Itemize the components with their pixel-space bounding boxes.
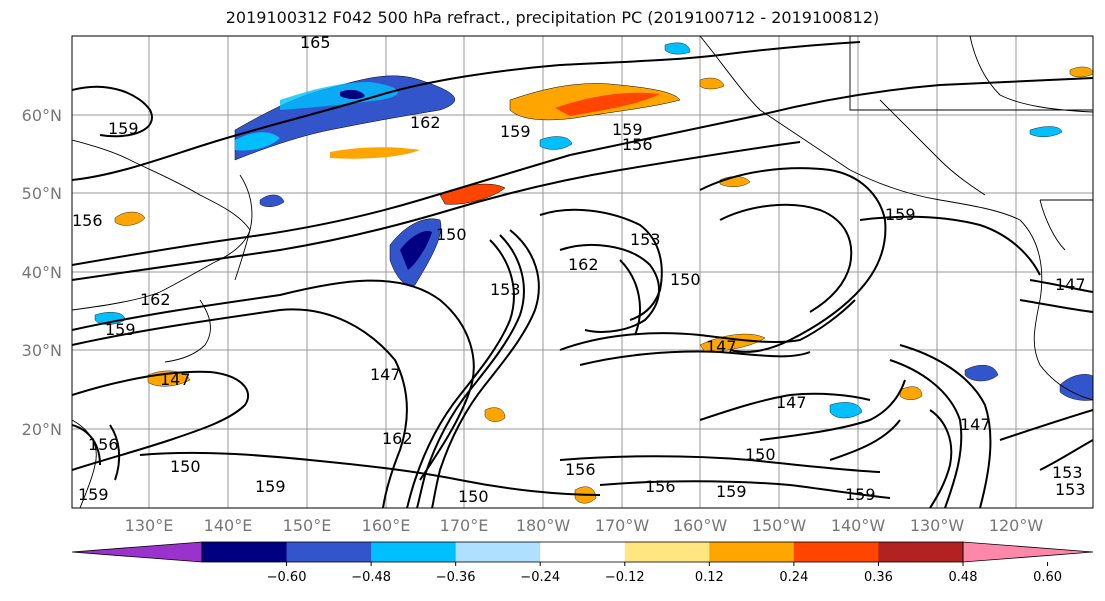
lon-tick-label: 120°W bbox=[989, 516, 1044, 535]
lon-tick-label: 140°E bbox=[204, 516, 253, 535]
contour-label: 159 bbox=[78, 485, 109, 504]
contour-label: 165 bbox=[300, 33, 331, 52]
contour-label: 153 bbox=[1052, 463, 1083, 482]
lat-tick-label: 60°N bbox=[22, 106, 62, 125]
contour-label: 147 bbox=[1055, 275, 1086, 294]
colorbar-tick-label: 0.48 bbox=[949, 570, 978, 585]
colorbar-segment bbox=[286, 542, 372, 562]
contour-label: 153 bbox=[630, 230, 661, 249]
lon-tick-label: 130°W bbox=[910, 516, 965, 535]
contour-label: 153 bbox=[490, 280, 521, 299]
colorbar-tick-label: −0.12 bbox=[605, 570, 645, 585]
contour-label: 162 bbox=[382, 429, 413, 448]
contour-label: 159 bbox=[716, 482, 747, 501]
colorbar: −0.60 −0.48 −0.36 −0.24 −0.12 0.12 0.24 0.36 0.4… bbox=[71, 541, 1094, 585]
colorbar-tick-label: 0.12 bbox=[695, 570, 724, 585]
colorbar-segment bbox=[624, 542, 710, 562]
contour-label: 147 bbox=[706, 337, 737, 356]
plot-frame bbox=[71, 35, 1094, 509]
contour-label: 156 bbox=[72, 211, 103, 230]
colorbar-outline bbox=[201, 541, 964, 563]
colorbar-tick-label: 0.36 bbox=[864, 570, 893, 585]
contour-label: 159 bbox=[845, 485, 876, 504]
contour-label: 162 bbox=[140, 290, 171, 309]
colorbar-extension-high bbox=[962, 541, 1094, 563]
contour-label: 159 bbox=[885, 205, 916, 224]
lat-tick-label: 20°N bbox=[22, 420, 62, 439]
lon-tick-label: 160°W bbox=[673, 516, 728, 535]
contour-label: 150 bbox=[436, 225, 467, 244]
refractivity-contours bbox=[72, 41, 1093, 508]
lat-tick-label: 40°N bbox=[22, 263, 62, 282]
colorbar-tick-label: 0.24 bbox=[779, 570, 808, 585]
longitude-labels: 130°E 140°E 150°E 160°E 170°E 180°W 170°… bbox=[125, 516, 1044, 535]
contour-labels: 165 162 159 162 159 159 156 159 156 150 … bbox=[72, 33, 1086, 506]
contour-label: 159 bbox=[255, 477, 286, 496]
contour-label: 162 bbox=[410, 113, 441, 132]
lon-tick-label: 160°E bbox=[362, 516, 411, 535]
colorbar-extension-low bbox=[71, 541, 203, 563]
colorbar-segment bbox=[709, 542, 795, 562]
lat-tick-label: 50°N bbox=[22, 184, 62, 203]
colorbar-segment bbox=[878, 542, 964, 562]
colorbar-tick-label: −0.48 bbox=[351, 570, 391, 585]
colorbar-segment bbox=[540, 542, 626, 562]
colorbar-tick-label: −0.60 bbox=[267, 570, 307, 585]
contour-label: 162 bbox=[568, 255, 599, 274]
lon-tick-label: 150°W bbox=[752, 516, 807, 535]
contour-label: 159 bbox=[612, 120, 643, 139]
contour-label: 159 bbox=[108, 119, 139, 138]
contour-label: 156 bbox=[565, 460, 596, 479]
contour-label: 147 bbox=[160, 370, 191, 389]
contour-label: 153 bbox=[1055, 480, 1086, 499]
colorbar-segment bbox=[793, 542, 879, 562]
precip-fill-patches bbox=[94, 42, 1093, 504]
contour-label: 156 bbox=[645, 477, 676, 496]
contour-label: 150 bbox=[745, 445, 776, 464]
contour-label: 147 bbox=[960, 415, 991, 434]
latitude-labels: 60°N 50°N 40°N 30°N 20°N bbox=[22, 106, 62, 439]
contour-label: 150 bbox=[670, 270, 701, 289]
contour-label: 147 bbox=[776, 393, 807, 412]
lon-tick-label: 140°W bbox=[831, 516, 886, 535]
colorbar-tick-label: −0.24 bbox=[520, 570, 560, 585]
colorbar-segment bbox=[371, 542, 457, 562]
lon-tick-label: 130°E bbox=[125, 516, 174, 535]
lat-tick-label: 30°N bbox=[22, 341, 62, 360]
colorbar-tick-label: −0.36 bbox=[436, 570, 476, 585]
colorbar-segment bbox=[455, 542, 541, 562]
contour-label: 156 bbox=[622, 135, 653, 154]
map-title: 2019100312 F042 500 hPa refract., precip… bbox=[225, 8, 880, 27]
lon-tick-label: 150°E bbox=[283, 516, 332, 535]
contour-label: 150 bbox=[170, 457, 201, 476]
coastlines bbox=[72, 36, 1093, 508]
contour-label: 159 bbox=[500, 122, 531, 141]
colorbar-tick-label: 0.60 bbox=[1033, 570, 1062, 585]
contour-label: 147 bbox=[370, 365, 401, 384]
contour-label: 159 bbox=[105, 320, 136, 339]
contour-label: 150 bbox=[458, 487, 489, 506]
lon-tick-label: 170°E bbox=[440, 516, 489, 535]
colorbar-segment bbox=[202, 542, 288, 562]
lon-tick-label: 170°W bbox=[595, 516, 650, 535]
lon-tick-label: 180°W bbox=[516, 516, 571, 535]
contour-label: 156 bbox=[88, 435, 119, 454]
